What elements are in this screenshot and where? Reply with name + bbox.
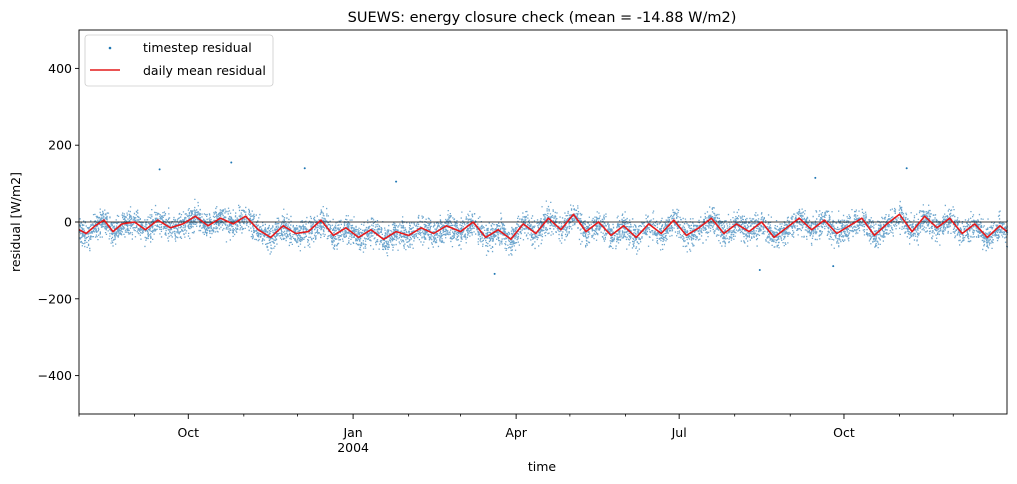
timestep-residual-point	[905, 167, 908, 170]
x-axis-title: time	[528, 459, 557, 474]
x-tick-label: Oct	[177, 425, 199, 440]
y-axis: 400 200 0 −200 −400	[38, 61, 79, 383]
timestep-residual-point	[79, 198, 1009, 257]
y-axis-title: residual [W/m2]	[8, 172, 23, 272]
y-tick-label: −200	[38, 291, 72, 306]
plot-area	[78, 29, 1009, 415]
y-tick-label: 200	[48, 138, 72, 153]
y-tick-label: 400	[48, 61, 72, 76]
y-tick-label: −400	[38, 368, 72, 383]
legend-daily-label: daily mean residual	[143, 63, 266, 78]
legend-box	[84, 34, 274, 87]
timestep-points-layer	[79, 161, 1009, 275]
legend-timestep-marker	[108, 46, 112, 50]
x-tick-sublabel: 2004	[337, 440, 369, 455]
timestep-residual-point	[303, 167, 306, 170]
x-tick-label: Apr	[505, 425, 527, 440]
y-tick-label: 0	[64, 215, 72, 230]
legend: timestep residual daily mean residual	[84, 34, 274, 87]
chart-title: SUEWS: energy closure check (mean = -14.…	[348, 10, 737, 26]
timestep-residual-point	[230, 161, 233, 164]
x-tick-label: Jan	[342, 425, 362, 440]
timestep-residual-point	[395, 180, 398, 183]
timestep-residual-point	[832, 265, 835, 268]
daily-mean-line	[78, 213, 1008, 241]
x-tick-label: Oct	[833, 425, 855, 440]
timestep-residual-point	[758, 269, 761, 271]
timestep-residual-point	[814, 176, 817, 179]
legend-timestep-label: timestep residual	[143, 40, 252, 55]
timestep-residual-point	[493, 272, 496, 275]
timestep-residual-point	[158, 168, 161, 171]
x-tick-label: Jul	[671, 425, 687, 440]
